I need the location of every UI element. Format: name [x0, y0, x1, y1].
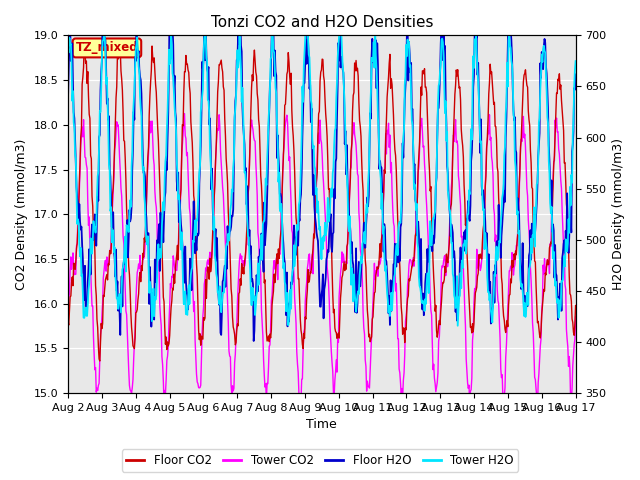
Floor H2O: [205, 64, 212, 70]
Tower CO2: [205, 261, 212, 267]
Floor CO2: [127, 311, 134, 316]
Floor H2O: [178, 229, 186, 235]
Tower CO2: [534, 405, 541, 410]
Tower H2O: [125, 213, 133, 218]
Tower H2O: [64, 45, 72, 50]
Line: Floor CO2: Floor CO2: [68, 41, 575, 361]
Tower CO2: [572, 314, 579, 320]
Floor H2O: [64, 96, 72, 101]
Floor CO2: [64, 317, 72, 323]
Floor CO2: [572, 302, 579, 308]
Floor CO2: [399, 325, 407, 331]
Floor H2O: [399, 155, 407, 160]
Floor CO2: [96, 358, 104, 364]
Floor CO2: [74, 240, 81, 246]
Floor CO2: [81, 38, 88, 44]
X-axis label: Time: Time: [307, 419, 337, 432]
Floor CO2: [205, 276, 213, 282]
Floor H2O: [125, 207, 133, 213]
Tower CO2: [125, 383, 133, 388]
Tower CO2: [180, 111, 188, 117]
Title: Tonzi CO2 and H2O Densities: Tonzi CO2 and H2O Densities: [211, 15, 433, 30]
Floor H2O: [385, 311, 392, 316]
Tower H2O: [399, 143, 406, 149]
Tower CO2: [64, 321, 72, 327]
Tower H2O: [384, 297, 392, 303]
Tower CO2: [177, 183, 185, 189]
Y-axis label: H2O Density (mmol/m3): H2O Density (mmol/m3): [612, 138, 625, 290]
Line: Tower H2O: Tower H2O: [68, 12, 575, 326]
Tower CO2: [384, 131, 392, 137]
Tower H2O: [454, 323, 461, 329]
Line: Floor H2O: Floor H2O: [68, 0, 575, 341]
Tower H2O: [572, 58, 579, 64]
Line: Tower CO2: Tower CO2: [68, 114, 575, 408]
Tower CO2: [399, 394, 406, 400]
Y-axis label: CO2 Density (mmol/m3): CO2 Density (mmol/m3): [15, 139, 28, 290]
Floor H2O: [250, 338, 257, 344]
Floor CO2: [385, 74, 392, 80]
Tower H2O: [74, 221, 81, 227]
Floor CO2: [179, 122, 186, 128]
Text: TZ_mixed: TZ_mixed: [76, 41, 138, 54]
Tower H2O: [177, 247, 185, 252]
Floor H2O: [74, 196, 81, 202]
Floor H2O: [572, 72, 579, 77]
Legend: Floor CO2, Tower CO2, Floor H2O, Tower H2O: Floor CO2, Tower CO2, Floor H2O, Tower H…: [122, 449, 518, 472]
Tower H2O: [302, 9, 310, 15]
Tower H2O: [204, 97, 212, 103]
Tower CO2: [74, 241, 81, 247]
